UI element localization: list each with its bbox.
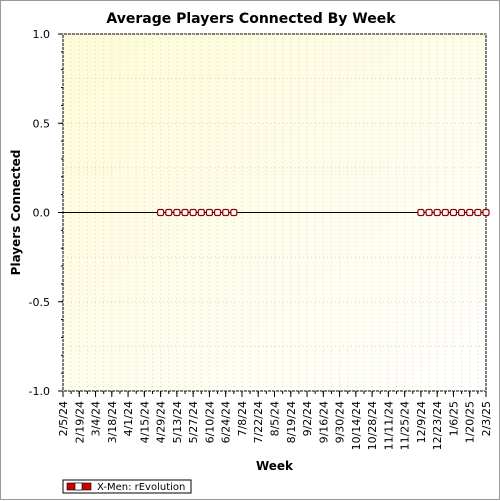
data-point — [222, 208, 230, 217]
data-point — [197, 208, 205, 217]
x-tick-label: 2/3/25 — [480, 401, 493, 436]
x-tick-label: 6/24/24 — [220, 401, 233, 443]
series-layer — [157, 208, 490, 217]
x-tick-label: 9/16/24 — [317, 401, 330, 443]
data-point — [205, 208, 214, 217]
data-point — [474, 208, 482, 217]
x-tick-label: 7/22/24 — [252, 401, 265, 443]
x-tick-label: 11/25/24 — [399, 401, 412, 450]
x-tick-label: 4/29/24 — [155, 401, 168, 443]
legend-marker — [74, 482, 83, 491]
x-tick-label: 5/13/24 — [171, 401, 184, 443]
data-point — [441, 208, 449, 217]
x-tick-label: 9/2/24 — [301, 401, 314, 436]
y-tick-label: -0.5 — [29, 296, 50, 309]
x-tick-label: 12/9/24 — [415, 401, 428, 443]
axes: 1.0 0.5 0.0 -0.5 -1.0 2/5/24 2/19/24 3/4/24 3/18… — [29, 28, 493, 450]
data-point — [230, 208, 238, 217]
data-point — [482, 208, 490, 217]
x-axis-title: Week — [256, 459, 294, 473]
x-tick-label: 4/15/24 — [138, 401, 151, 443]
data-point — [433, 208, 441, 217]
x-tick-label: 5/27/24 — [187, 401, 200, 443]
x-tick-label: 7/8/24 — [236, 401, 249, 436]
x-tick-label: 1/20/25 — [464, 401, 477, 443]
data-point — [457, 208, 466, 217]
y-tick-label: -1.0 — [29, 385, 50, 398]
x-tick-label: 11/11/24 — [382, 401, 395, 450]
data-point — [157, 208, 165, 217]
y-axis-title: Players Connected — [9, 150, 23, 276]
x-tick-label: 8/19/24 — [285, 401, 298, 443]
data-point — [173, 208, 181, 217]
data-point — [466, 208, 474, 217]
x-tick-label: 2/19/24 — [73, 401, 86, 443]
data-point — [213, 208, 222, 217]
x-tick-label: 9/30/24 — [334, 401, 347, 443]
x-tick-label: 6/10/24 — [203, 401, 216, 443]
legend-box — [62, 479, 192, 494]
y-tick-label: 0.5 — [33, 117, 51, 130]
x-tick-label: 3/4/24 — [90, 401, 103, 436]
data-point — [181, 208, 189, 217]
data-point — [189, 208, 197, 217]
x-tick-label: 10/28/24 — [366, 401, 379, 450]
x-tick-label: 10/14/24 — [350, 401, 363, 450]
data-point — [449, 208, 458, 217]
x-tick-label: 3/18/24 — [106, 401, 119, 443]
x-tick-label: 12/23/24 — [431, 401, 444, 450]
legend: X-Men: rEvolution — [62, 479, 192, 494]
data-point — [417, 208, 425, 217]
x-tick-label: 2/5/24 — [57, 401, 70, 436]
legend-label: X-Men: rEvolution — [97, 482, 185, 493]
x-tick-label: 8/5/24 — [269, 401, 282, 436]
x-tick-label: 4/1/24 — [122, 401, 135, 436]
data-point — [425, 208, 433, 217]
y-tick-label: 0.0 — [33, 207, 51, 220]
chart-title: Average Players Connected By Week — [106, 11, 396, 27]
x-tick-label: 1/6/25 — [447, 401, 460, 436]
data-point — [165, 208, 173, 217]
y-tick-label: 1.0 — [33, 28, 51, 41]
